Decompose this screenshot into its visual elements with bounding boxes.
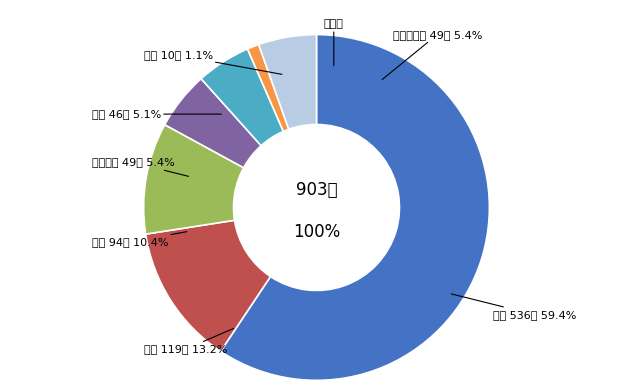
Text: 頚部 10人 1.1%: 頚部 10人 1.1% [144,50,282,74]
Wedge shape [146,220,270,351]
Text: 複合部位 49人 5.4%: 複合部位 49人 5.4% [92,158,189,176]
Wedge shape [165,79,261,168]
Text: 903人: 903人 [296,181,337,199]
Text: 上肢 119人 13.2%: 上肢 119人 13.2% [144,328,234,354]
Wedge shape [248,44,289,131]
Text: 胴体 94人 10.4%: 胴体 94人 10.4% [92,232,187,247]
Wedge shape [201,49,284,145]
Text: 下肢 536人 59.4%: 下肢 536人 59.4% [451,294,576,320]
Text: 一般的傷病 49人 5.4%: 一般的傷病 49人 5.4% [382,30,482,79]
Wedge shape [144,125,244,234]
Wedge shape [221,35,489,380]
Text: 100%: 100% [293,223,340,241]
Text: その他: その他 [324,19,344,66]
Text: 頭部 46人 5.1%: 頭部 46人 5.1% [92,109,222,119]
Wedge shape [259,35,316,129]
